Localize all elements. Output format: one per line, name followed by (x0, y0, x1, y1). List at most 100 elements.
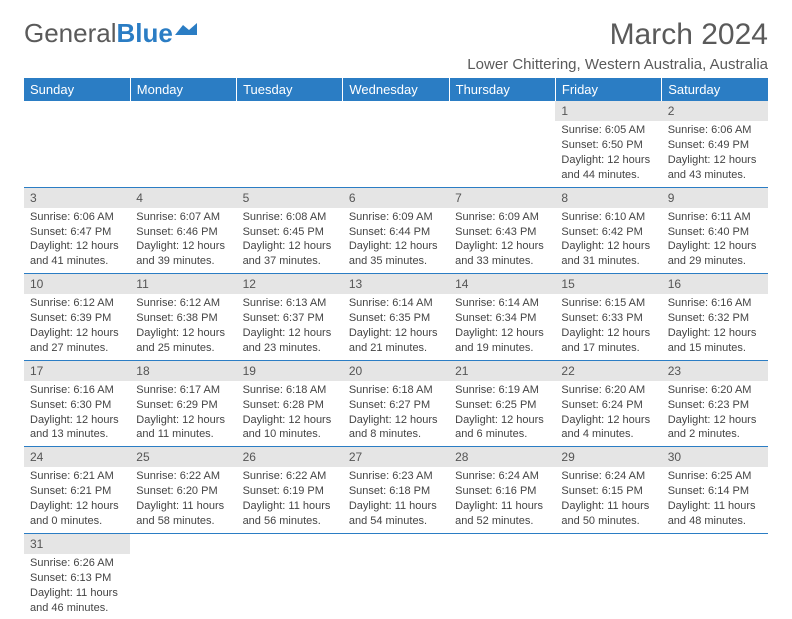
day-body: Sunrise: 6:10 AMSunset: 6:42 PMDaylight:… (555, 208, 661, 273)
day-number: 25 (130, 447, 236, 467)
day-number: 2 (662, 101, 768, 121)
day-number: 22 (555, 361, 661, 381)
calendar-cell: 8Sunrise: 6:10 AMSunset: 6:42 PMDaylight… (555, 187, 661, 274)
day-body: Sunrise: 6:24 AMSunset: 6:15 PMDaylight:… (555, 467, 661, 532)
day-number: 28 (449, 447, 555, 467)
day-number: 29 (555, 447, 661, 467)
day-body: Sunrise: 6:12 AMSunset: 6:39 PMDaylight:… (24, 294, 130, 359)
calendar-cell (555, 533, 661, 619)
day-body: Sunrise: 6:16 AMSunset: 6:30 PMDaylight:… (24, 381, 130, 446)
day-number: 9 (662, 188, 768, 208)
day-number: 6 (343, 188, 449, 208)
day-body: Sunrise: 6:09 AMSunset: 6:44 PMDaylight:… (343, 208, 449, 273)
day-number: 12 (237, 274, 343, 294)
calendar-cell: 18Sunrise: 6:17 AMSunset: 6:29 PMDayligh… (130, 360, 236, 447)
day-number: 4 (130, 188, 236, 208)
weekday-header: Saturday (662, 78, 768, 101)
calendar-cell: 21Sunrise: 6:19 AMSunset: 6:25 PMDayligh… (449, 360, 555, 447)
day-number: 7 (449, 188, 555, 208)
day-body: Sunrise: 6:26 AMSunset: 6:13 PMDaylight:… (24, 554, 130, 619)
weekday-header: Monday (130, 78, 236, 101)
day-number: 20 (343, 361, 449, 381)
location-subtitle: Lower Chittering, Western Australia, Aus… (467, 56, 768, 73)
day-number: 30 (662, 447, 768, 467)
calendar-cell: 6Sunrise: 6:09 AMSunset: 6:44 PMDaylight… (343, 187, 449, 274)
day-body: Sunrise: 6:05 AMSunset: 6:50 PMDaylight:… (555, 121, 661, 186)
calendar-cell (130, 101, 236, 187)
calendar-cell: 12Sunrise: 6:13 AMSunset: 6:37 PMDayligh… (237, 274, 343, 361)
day-number: 31 (24, 534, 130, 554)
day-body: Sunrise: 6:16 AMSunset: 6:32 PMDaylight:… (662, 294, 768, 359)
calendar-cell: 10Sunrise: 6:12 AMSunset: 6:39 PMDayligh… (24, 274, 130, 361)
day-number: 11 (130, 274, 236, 294)
day-number: 3 (24, 188, 130, 208)
day-body: Sunrise: 6:07 AMSunset: 6:46 PMDaylight:… (130, 208, 236, 273)
calendar-cell: 17Sunrise: 6:16 AMSunset: 6:30 PMDayligh… (24, 360, 130, 447)
calendar-cell: 4Sunrise: 6:07 AMSunset: 6:46 PMDaylight… (130, 187, 236, 274)
calendar-cell: 5Sunrise: 6:08 AMSunset: 6:45 PMDaylight… (237, 187, 343, 274)
weekday-header: Thursday (449, 78, 555, 101)
calendar-cell: 13Sunrise: 6:14 AMSunset: 6:35 PMDayligh… (343, 274, 449, 361)
day-body: Sunrise: 6:23 AMSunset: 6:18 PMDaylight:… (343, 467, 449, 532)
calendar-cell: 23Sunrise: 6:20 AMSunset: 6:23 PMDayligh… (662, 360, 768, 447)
calendar-cell: 3Sunrise: 6:06 AMSunset: 6:47 PMDaylight… (24, 187, 130, 274)
calendar-cell: 20Sunrise: 6:18 AMSunset: 6:27 PMDayligh… (343, 360, 449, 447)
calendar-cell: 11Sunrise: 6:12 AMSunset: 6:38 PMDayligh… (130, 274, 236, 361)
calendar-cell: 16Sunrise: 6:16 AMSunset: 6:32 PMDayligh… (662, 274, 768, 361)
day-body: Sunrise: 6:17 AMSunset: 6:29 PMDaylight:… (130, 381, 236, 446)
day-body: Sunrise: 6:09 AMSunset: 6:43 PMDaylight:… (449, 208, 555, 273)
calendar-cell (237, 101, 343, 187)
day-number: 17 (24, 361, 130, 381)
weekday-header: Wednesday (343, 78, 449, 101)
day-number: 16 (662, 274, 768, 294)
calendar-cell: 2Sunrise: 6:06 AMSunset: 6:49 PMDaylight… (662, 101, 768, 187)
day-body: Sunrise: 6:24 AMSunset: 6:16 PMDaylight:… (449, 467, 555, 532)
calendar-cell (449, 533, 555, 619)
flag-icon (175, 23, 197, 37)
day-number: 14 (449, 274, 555, 294)
day-number: 19 (237, 361, 343, 381)
calendar-cell: 14Sunrise: 6:14 AMSunset: 6:34 PMDayligh… (449, 274, 555, 361)
day-body: Sunrise: 6:25 AMSunset: 6:14 PMDaylight:… (662, 467, 768, 532)
day-number: 15 (555, 274, 661, 294)
calendar-cell (24, 101, 130, 187)
calendar-cell: 31Sunrise: 6:26 AMSunset: 6:13 PMDayligh… (24, 533, 130, 619)
day-body: Sunrise: 6:12 AMSunset: 6:38 PMDaylight:… (130, 294, 236, 359)
calendar-cell: 15Sunrise: 6:15 AMSunset: 6:33 PMDayligh… (555, 274, 661, 361)
calendar-cell: 28Sunrise: 6:24 AMSunset: 6:16 PMDayligh… (449, 447, 555, 534)
calendar-cell: 1Sunrise: 6:05 AMSunset: 6:50 PMDaylight… (555, 101, 661, 187)
calendar-cell (343, 533, 449, 619)
day-body: Sunrise: 6:21 AMSunset: 6:21 PMDaylight:… (24, 467, 130, 532)
day-number: 24 (24, 447, 130, 467)
brand-name: GeneralBlue (24, 18, 173, 49)
calendar-cell (449, 101, 555, 187)
day-number: 5 (237, 188, 343, 208)
calendar-table: SundayMondayTuesdayWednesdayThursdayFrid… (24, 78, 768, 619)
day-body: Sunrise: 6:20 AMSunset: 6:24 PMDaylight:… (555, 381, 661, 446)
brand-logo: GeneralBlue (24, 18, 197, 49)
day-body: Sunrise: 6:20 AMSunset: 6:23 PMDaylight:… (662, 381, 768, 446)
calendar-cell: 25Sunrise: 6:22 AMSunset: 6:20 PMDayligh… (130, 447, 236, 534)
calendar-cell: 27Sunrise: 6:23 AMSunset: 6:18 PMDayligh… (343, 447, 449, 534)
day-number: 27 (343, 447, 449, 467)
day-number: 10 (24, 274, 130, 294)
calendar-cell (343, 101, 449, 187)
calendar-cell (662, 533, 768, 619)
day-body: Sunrise: 6:18 AMSunset: 6:28 PMDaylight:… (237, 381, 343, 446)
day-body: Sunrise: 6:22 AMSunset: 6:19 PMDaylight:… (237, 467, 343, 532)
calendar-cell: 22Sunrise: 6:20 AMSunset: 6:24 PMDayligh… (555, 360, 661, 447)
day-body: Sunrise: 6:06 AMSunset: 6:47 PMDaylight:… (24, 208, 130, 273)
day-number: 18 (130, 361, 236, 381)
calendar-cell: 19Sunrise: 6:18 AMSunset: 6:28 PMDayligh… (237, 360, 343, 447)
day-body: Sunrise: 6:18 AMSunset: 6:27 PMDaylight:… (343, 381, 449, 446)
day-body: Sunrise: 6:14 AMSunset: 6:35 PMDaylight:… (343, 294, 449, 359)
weekday-header: Tuesday (237, 78, 343, 101)
page-title: March 2024 (610, 18, 768, 52)
day-body: Sunrise: 6:11 AMSunset: 6:40 PMDaylight:… (662, 208, 768, 273)
day-body: Sunrise: 6:15 AMSunset: 6:33 PMDaylight:… (555, 294, 661, 359)
day-number: 26 (237, 447, 343, 467)
day-number: 1 (555, 101, 661, 121)
calendar-cell: 29Sunrise: 6:24 AMSunset: 6:15 PMDayligh… (555, 447, 661, 534)
day-body: Sunrise: 6:08 AMSunset: 6:45 PMDaylight:… (237, 208, 343, 273)
day-body: Sunrise: 6:14 AMSunset: 6:34 PMDaylight:… (449, 294, 555, 359)
